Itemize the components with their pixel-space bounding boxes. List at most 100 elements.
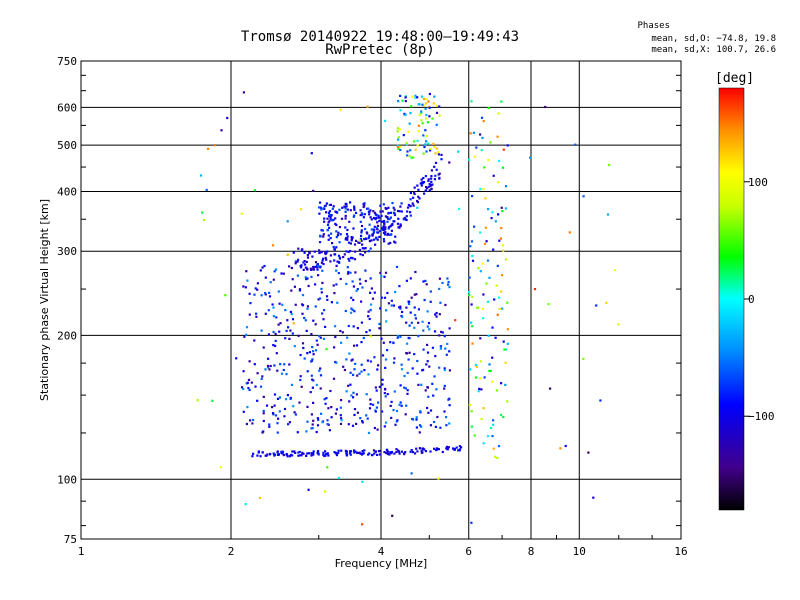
data-point-733 [352, 285, 355, 288]
data-point-380 [336, 260, 339, 263]
data-point-402 [320, 229, 323, 232]
data-point-1199 [424, 129, 427, 132]
data-point-677 [369, 360, 372, 363]
data-point-398 [349, 201, 352, 204]
data-point-343 [389, 225, 392, 228]
data-point-1108 [351, 308, 354, 311]
data-point-244 [400, 210, 403, 213]
colorbar-unit: [deg] [715, 71, 754, 86]
y-tick-label-6: 600 [57, 101, 77, 114]
data-point-1145 [399, 109, 402, 112]
data-point-708 [381, 410, 384, 413]
data-point-1283 [480, 417, 483, 420]
data-point-693 [249, 419, 252, 422]
data-point-1099 [261, 431, 264, 434]
data-point-800 [245, 422, 248, 426]
data-point-970 [447, 283, 450, 286]
data-point-1018 [305, 329, 308, 332]
data-point-1017 [279, 322, 282, 325]
data-point-719 [426, 343, 429, 346]
data-point-93 [317, 450, 320, 453]
data-point-30 [388, 453, 391, 456]
data-point-691 [369, 291, 372, 294]
phases-stats-x: mean, sd,X: 100.7, 26.6 [651, 45, 776, 55]
data-point-1372 [476, 306, 479, 309]
data-point-1262 [485, 240, 488, 243]
data-point-513 [377, 216, 381, 219]
data-point-667 [306, 277, 309, 280]
data-point-1319 [494, 220, 497, 223]
data-point-209 [399, 205, 402, 208]
data-point-639 [294, 303, 297, 306]
data-point-201 [329, 260, 332, 263]
data-point-778 [319, 387, 322, 390]
data-point-536 [329, 218, 332, 221]
data-point-1191 [398, 128, 401, 131]
data-point-1 [411, 451, 415, 454]
data-point-878 [405, 352, 408, 355]
data-point-1223 [504, 258, 508, 261]
data-point-569 [344, 217, 347, 220]
data-point-489 [367, 236, 371, 239]
data-point-1304 [500, 227, 503, 230]
chart-subtitle: RwPretec (8p) [325, 42, 435, 58]
data-point-276 [413, 186, 416, 189]
data-point-1083 [335, 361, 338, 364]
data-point-1389 [283, 415, 286, 418]
data-point-540 [327, 234, 330, 237]
data-point-266 [333, 259, 336, 262]
data-point-233 [350, 239, 353, 242]
data-point-690 [360, 370, 363, 373]
data-point-587 [262, 412, 265, 415]
data-point-1051 [324, 402, 327, 405]
data-point-174 [430, 169, 433, 172]
colorbar-tick-label-0: 100 [748, 176, 768, 189]
x-tick-label-5: 10 [573, 545, 586, 558]
data-point-604 [396, 336, 399, 339]
data-point-1005 [348, 352, 351, 355]
data-point-535 [369, 216, 372, 219]
data-point-1385 [286, 253, 289, 256]
data-point-575 [444, 303, 447, 307]
data-point-1019 [351, 358, 354, 361]
data-point-696 [303, 357, 306, 360]
data-point-165 [420, 451, 423, 454]
data-point-1055 [265, 404, 269, 407]
data-point-495 [335, 236, 338, 239]
data-point-1125 [396, 130, 399, 133]
data-point-1042 [278, 396, 281, 399]
data-point-623 [392, 304, 396, 307]
data-point-1231 [468, 276, 471, 279]
data-point-964 [415, 418, 418, 421]
data-point-112 [372, 449, 376, 452]
data-point-1206 [423, 145, 426, 149]
data-point-573 [432, 394, 435, 397]
y-tick-label-2: 200 [57, 329, 77, 342]
data-point-806 [392, 361, 396, 364]
data-point-762 [306, 370, 309, 373]
data-point-967 [369, 403, 372, 406]
data-point-526 [329, 237, 332, 240]
data-point-1409 [292, 322, 295, 325]
data-point-625 [306, 352, 309, 355]
data-point-931 [335, 269, 338, 272]
data-point-200 [433, 178, 436, 181]
data-point-642 [302, 346, 305, 350]
data-point-1089 [364, 279, 367, 283]
data-point-296 [363, 247, 366, 250]
data-point-945 [355, 422, 358, 425]
data-point-149 [327, 454, 330, 457]
data-point-147 [383, 451, 386, 454]
data-point-947 [306, 420, 309, 423]
x-tick-label-3: 6 [465, 545, 472, 558]
data-point-1240 [480, 388, 483, 391]
data-point-465 [390, 229, 393, 232]
data-point-133 [281, 450, 284, 453]
data-point-302 [296, 260, 299, 263]
data-point-1268 [486, 300, 490, 303]
data-point-253 [350, 237, 353, 240]
data-point-804 [375, 389, 378, 392]
data-point-377 [312, 268, 316, 271]
data-point-915 [426, 351, 430, 354]
data-point-1135 [437, 153, 440, 156]
